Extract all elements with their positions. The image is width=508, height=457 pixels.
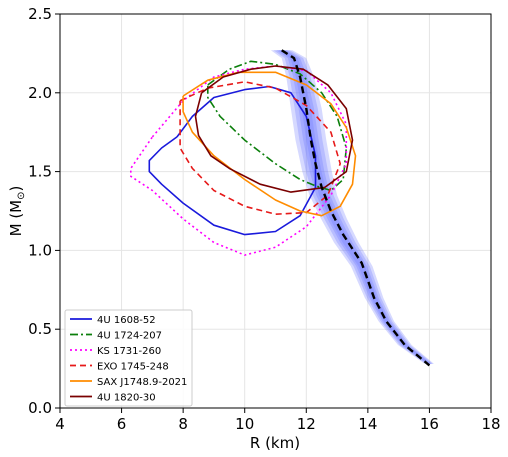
y-axis-label-sub: ⊙ [16,191,27,199]
x-tick-label: 16 [420,415,439,433]
y-axis-label-close: ) [7,186,25,192]
y-tick-label: 0.0 [28,399,52,417]
legend: 4U 1608-52 4U 1724-207 KS 1731-260 EXO 1745… [64,309,193,407]
series-4-contour [182,71,357,217]
x-tick-label: 12 [297,415,316,433]
x-axis-label: R (km) [250,434,300,452]
x-tick-label: 4 [55,415,65,433]
band-layer [276,50,432,364]
band-layer [270,50,434,364]
median-group [281,49,431,367]
x-tick-label: 8 [178,415,188,433]
x-tick-label: 6 [117,415,127,433]
ticks: 4 6 8 10 12 14 16 18 0.0 0.5 1.0 1.5 2.0 2.5 [28,5,500,433]
x-tick-label: 10 [235,415,254,433]
y-axis-label: M (M⊙) [7,186,27,237]
legend-box [64,309,193,407]
legend-label: 4U 1724-207 [97,331,162,342]
series-0-contour [148,85,317,236]
x-tick-label: 18 [481,415,500,433]
series-2-contour [130,65,348,256]
y-tick-label: 1.5 [28,163,52,181]
series-5-contour [194,65,354,193]
legend-label: 4U 1608-52 [97,315,156,326]
legend-label: 4U 1820-30 [97,393,156,404]
y-tick-label: 0.5 [28,320,52,338]
series-3-contour [179,81,342,215]
y-axis-label-main: M (M [7,200,25,237]
legend-label: KS 1731-260 [97,346,161,357]
legend-label: SAX J1748.9-2021 [97,377,187,388]
series-group [130,60,357,256]
band-layer [273,50,433,364]
y-tick-label: 2.0 [28,84,52,102]
plot-frame [59,13,492,409]
legend-label: EXO 1745-248 [97,362,169,373]
x-tick-label: 14 [358,415,377,433]
median-line [281,49,431,367]
y-tick-label: 1.0 [28,241,52,259]
series-1-contour [207,60,348,192]
y-tick-label: 2.5 [28,5,52,23]
confidence-band [270,50,434,364]
